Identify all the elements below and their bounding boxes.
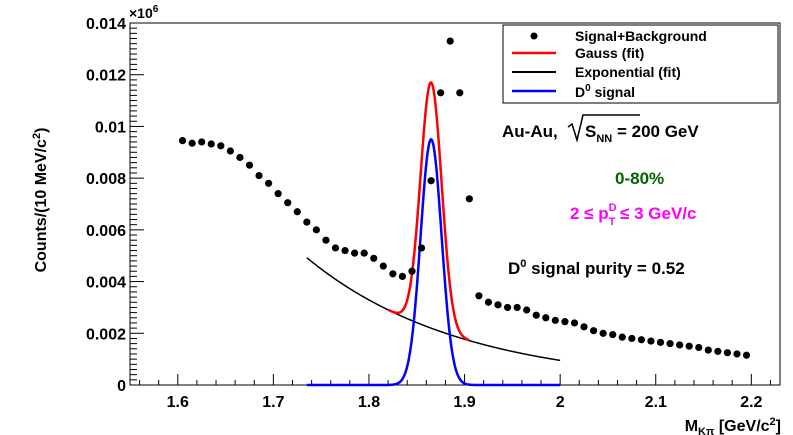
data-point bbox=[198, 138, 206, 146]
data-point bbox=[742, 351, 751, 359]
axes: 1.6 1.7 1.8 1.9 2 2.1 2.2 0 0.002 0.004 0.006 0.008… bbox=[86, 16, 781, 411]
data-point bbox=[226, 147, 234, 155]
y-tick-label: 0.014 bbox=[86, 16, 126, 33]
data-point bbox=[685, 342, 693, 350]
y-multiplier: ×106 bbox=[129, 4, 159, 21]
x-tick-label: 2.1 bbox=[645, 394, 667, 411]
data-point bbox=[609, 330, 617, 339]
data-point bbox=[656, 338, 665, 346]
annotation-purity: D0 signal purity = 0.52 bbox=[508, 258, 685, 278]
y-tick-label: 0 bbox=[117, 378, 126, 395]
legend-label-signal-background: Signal+Background bbox=[575, 28, 707, 44]
data-point bbox=[351, 249, 359, 257]
data-point bbox=[503, 303, 512, 312]
data-point bbox=[322, 236, 330, 244]
data-point bbox=[379, 262, 387, 270]
x-tick-label: 1.7 bbox=[262, 394, 284, 411]
data-point bbox=[580, 323, 588, 331]
legend-label-gauss: Gauss (fit) bbox=[575, 45, 644, 61]
x-tick-label: 2 bbox=[556, 394, 565, 411]
d0-signal-curve bbox=[306, 137, 561, 387]
y-axis-label: Counts/(10 MeV/c2) bbox=[31, 128, 50, 273]
data-point bbox=[370, 254, 378, 262]
y-tick-label: 0.004 bbox=[86, 275, 126, 292]
data-point bbox=[456, 89, 464, 97]
data-point bbox=[637, 336, 646, 344]
fit-curves bbox=[306, 81, 561, 387]
data-point bbox=[590, 327, 598, 335]
data-point bbox=[293, 208, 301, 216]
gauss-fit-curve bbox=[387, 81, 470, 342]
data-point bbox=[303, 218, 311, 226]
data-point bbox=[704, 346, 712, 354]
x-tick-label: 1.9 bbox=[453, 394, 475, 411]
data-point bbox=[523, 306, 531, 314]
data-point bbox=[647, 337, 655, 345]
data-point bbox=[255, 171, 263, 180]
y-tick-label: 0.008 bbox=[86, 171, 126, 188]
data-point bbox=[714, 347, 722, 355]
y-tick-label: 0.002 bbox=[86, 326, 126, 343]
data-point bbox=[551, 316, 559, 324]
data-point bbox=[341, 246, 349, 255]
data-point bbox=[695, 343, 703, 352]
data-points bbox=[178, 37, 751, 359]
annotation-collision: Au-Au, bbox=[502, 122, 558, 141]
data-point bbox=[676, 341, 684, 349]
data-point bbox=[618, 333, 626, 341]
data-point bbox=[484, 298, 493, 306]
y-tick-label: 0.006 bbox=[86, 223, 126, 240]
x-tick-label: 1.8 bbox=[358, 394, 380, 411]
y-tick-label: 0.012 bbox=[86, 68, 126, 85]
data-point bbox=[666, 340, 674, 348]
legend-marker-signal-background bbox=[530, 32, 538, 40]
annotation-centrality: 0-80% bbox=[615, 169, 664, 188]
legend-label-d0-signal: D0 signal bbox=[575, 83, 635, 100]
data-point bbox=[398, 272, 407, 280]
data-point bbox=[178, 137, 187, 145]
data-point bbox=[532, 311, 540, 319]
y-tick-label: 0.01 bbox=[95, 119, 126, 136]
data-point bbox=[494, 301, 502, 309]
data-point bbox=[427, 177, 435, 185]
data-point bbox=[188, 139, 196, 147]
sqrt-symbol bbox=[567, 114, 640, 143]
annotation-pt-range: 2 ≤ pD T ≤ 3 GeV/c bbox=[570, 202, 696, 228]
data-point bbox=[733, 350, 741, 358]
data-point bbox=[437, 89, 445, 97]
data-point bbox=[446, 37, 454, 45]
data-point bbox=[599, 329, 607, 337]
data-point bbox=[408, 267, 416, 275]
data-point bbox=[723, 349, 732, 357]
data-point bbox=[284, 199, 292, 207]
data-point bbox=[570, 319, 579, 327]
x-tick-label: 1.6 bbox=[167, 394, 189, 411]
x-axis-label: MKπ [GeV/c2] bbox=[685, 416, 781, 435]
data-point bbox=[561, 318, 569, 326]
annotations: Au-Au, SNN = 200 GeV 0-80% 2 ≤ pD T ≤ 3 G… bbox=[502, 114, 699, 278]
data-point bbox=[217, 142, 225, 150]
annotation-sqrt-s: SNN = 200 GeV bbox=[585, 122, 699, 145]
data-point bbox=[245, 161, 254, 169]
data-point bbox=[360, 249, 368, 257]
data-point bbox=[389, 270, 397, 278]
legend: Signal+Background Gauss (fit) Exponentia… bbox=[502, 24, 779, 104]
data-point bbox=[513, 303, 521, 312]
data-point bbox=[265, 179, 273, 187]
data-point bbox=[475, 292, 483, 300]
exponential-fit-curve bbox=[306, 257, 561, 362]
legend-label-exponential: Exponential (fit) bbox=[575, 64, 681, 80]
data-point bbox=[417, 244, 426, 252]
data-point bbox=[236, 153, 244, 162]
data-point bbox=[628, 334, 636, 343]
data-point bbox=[207, 140, 215, 148]
x-tick-label: 2.2 bbox=[740, 394, 762, 411]
data-point bbox=[312, 226, 320, 234]
data-point bbox=[331, 244, 340, 252]
data-point bbox=[274, 190, 282, 198]
data-point bbox=[542, 314, 550, 322]
data-point bbox=[465, 195, 473, 203]
